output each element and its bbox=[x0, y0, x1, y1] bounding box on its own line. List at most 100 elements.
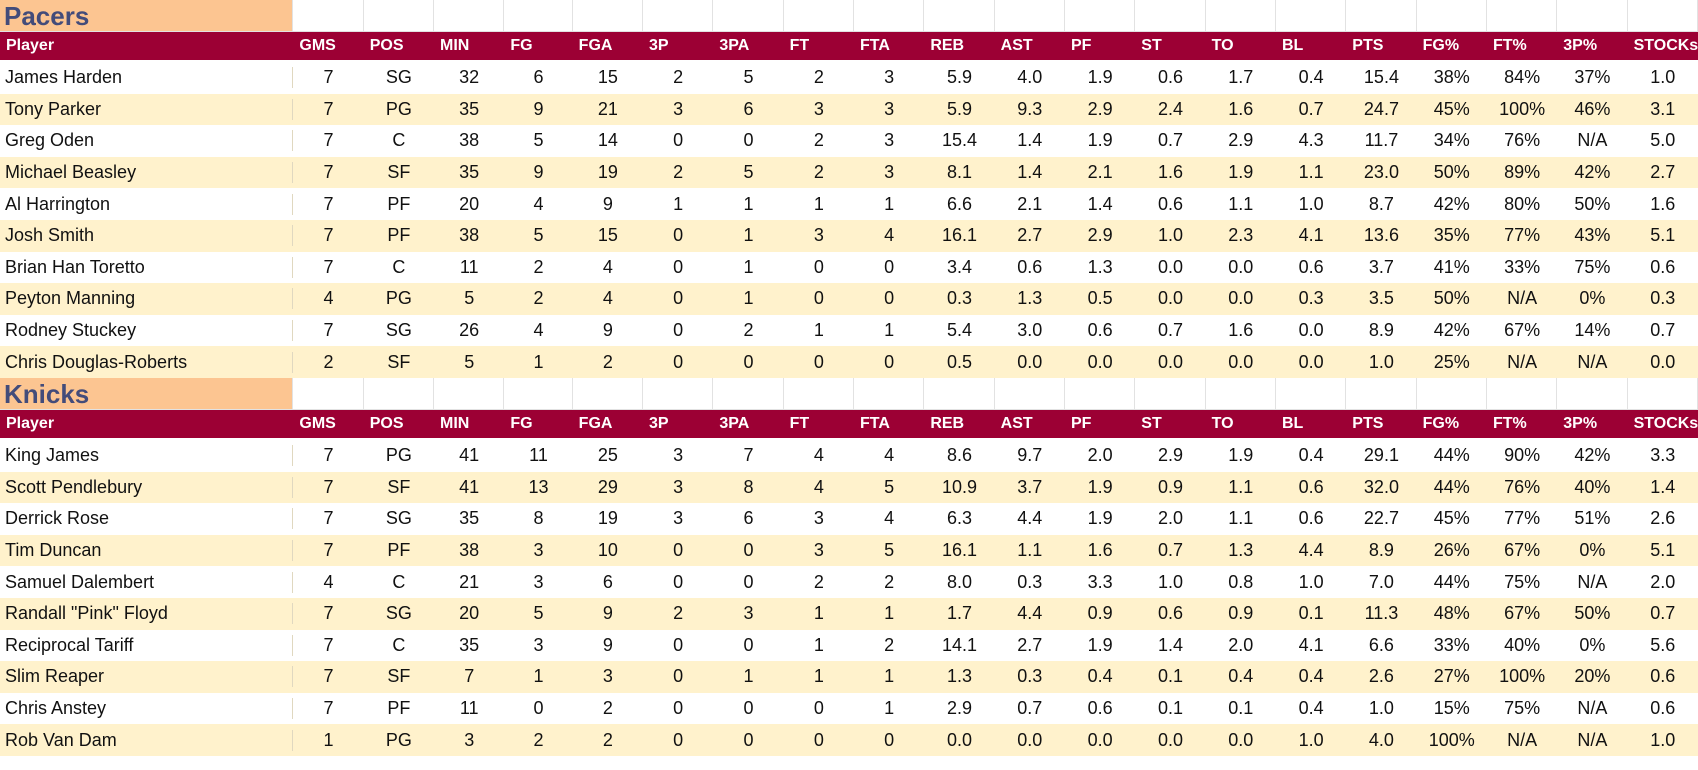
column-header-pts[interactable]: PTS bbox=[1352, 37, 1384, 54]
stat-cell[interactable]: 0 bbox=[533, 697, 544, 718]
stat-cell[interactable]: 1.4 bbox=[1650, 476, 1676, 497]
stat-cell[interactable]: 0 bbox=[743, 130, 754, 151]
stat-cell[interactable]: 3.5 bbox=[1368, 288, 1394, 309]
stat-cell[interactable]: 2 bbox=[884, 571, 895, 592]
stat-cell[interactable]: 7 bbox=[323, 508, 334, 529]
stat-cell[interactable]: 15.4 bbox=[1363, 67, 1399, 88]
stat-cell[interactable]: 0 bbox=[813, 697, 824, 718]
player-name-cell[interactable]: Rob Van Dam bbox=[0, 729, 294, 751]
stat-cell[interactable]: 29.1 bbox=[1363, 445, 1399, 466]
stat-cell[interactable]: SF bbox=[387, 666, 411, 687]
stat-cell[interactable]: SG bbox=[385, 320, 412, 341]
stat-cell[interactable]: 11 bbox=[529, 445, 548, 466]
stat-cell[interactable]: 9.3 bbox=[1017, 98, 1043, 119]
stat-cell[interactable]: PG bbox=[385, 98, 412, 119]
stat-cell[interactable]: 2 bbox=[533, 256, 544, 277]
stat-cell[interactable]: 42% bbox=[1433, 320, 1470, 341]
stat-cell[interactable]: 0.1 bbox=[1157, 666, 1183, 687]
stat-cell[interactable]: 5 bbox=[533, 225, 544, 246]
stat-cell[interactable]: 9 bbox=[602, 320, 613, 341]
team-name[interactable]: Pacers bbox=[0, 0, 294, 32]
stat-cell[interactable]: 26% bbox=[1433, 540, 1470, 561]
stat-cell[interactable]: 1 bbox=[743, 666, 754, 687]
stat-cell[interactable]: 0.0 bbox=[1228, 729, 1254, 750]
stat-cell[interactable]: 1 bbox=[884, 193, 895, 214]
stat-cell[interactable]: 0.7 bbox=[1157, 540, 1183, 561]
stat-cell[interactable]: 4.0 bbox=[1017, 67, 1043, 88]
empty-cell[interactable] bbox=[504, 0, 573, 32]
empty-cell[interactable] bbox=[434, 0, 505, 32]
stat-cell[interactable]: 75% bbox=[1574, 256, 1611, 277]
column-header-min[interactable]: MIN bbox=[440, 414, 470, 432]
stat-cell[interactable]: 0.9 bbox=[1157, 476, 1183, 497]
stat-cell[interactable]: 1 bbox=[813, 666, 824, 687]
column-header-3pa[interactable]: 3PA bbox=[719, 414, 750, 432]
stat-cell[interactable]: 1.4 bbox=[1087, 193, 1113, 214]
stat-cell[interactable]: 7 bbox=[323, 666, 334, 687]
stat-cell[interactable]: 5 bbox=[533, 603, 544, 624]
stat-cell[interactable]: 44% bbox=[1433, 476, 1470, 497]
stat-cell[interactable]: 40% bbox=[1504, 634, 1541, 655]
stat-cell[interactable]: 1.9 bbox=[1228, 445, 1254, 466]
stat-cell[interactable]: 19 bbox=[597, 508, 618, 529]
stat-cell[interactable]: 48% bbox=[1433, 603, 1470, 624]
empty-cell[interactable] bbox=[1064, 0, 1136, 32]
stat-cell[interactable]: 7 bbox=[323, 320, 334, 341]
stat-cell[interactable]: 0.7 bbox=[1298, 98, 1324, 119]
stat-cell[interactable]: 0.4 bbox=[1298, 67, 1324, 88]
player-name-cell[interactable]: Scott Pendlebury bbox=[0, 476, 294, 498]
player-name-cell[interactable]: Slim Reaper bbox=[0, 666, 294, 688]
column-header-fg[interactable]: FG% bbox=[1422, 414, 1460, 432]
empty-cell[interactable] bbox=[1205, 377, 1276, 410]
stat-cell[interactable]: 0 bbox=[884, 729, 895, 750]
stat-cell[interactable]: 0.0 bbox=[1157, 288, 1183, 309]
stat-cell[interactable]: 0.4 bbox=[1298, 697, 1324, 718]
stat-cell[interactable]: 4.1 bbox=[1298, 225, 1324, 246]
stat-cell[interactable]: 5 bbox=[743, 67, 754, 88]
stat-cell[interactable]: 24.7 bbox=[1363, 98, 1399, 119]
stat-cell[interactable]: 1 bbox=[813, 320, 824, 341]
stat-cell[interactable]: 0 bbox=[813, 729, 824, 750]
stat-cell[interactable]: 1.0 bbox=[1650, 67, 1676, 88]
stat-cell[interactable]: 37% bbox=[1574, 67, 1611, 88]
stat-cell[interactable]: 4 bbox=[884, 225, 895, 246]
empty-cell[interactable] bbox=[572, 0, 643, 32]
stat-cell[interactable]: 5 bbox=[464, 351, 475, 372]
stat-cell[interactable]: 1 bbox=[884, 603, 895, 624]
stat-cell[interactable]: 21 bbox=[597, 98, 618, 119]
stat-cell[interactable]: 1 bbox=[743, 256, 754, 277]
stat-cell[interactable]: 14% bbox=[1574, 320, 1611, 341]
stat-cell[interactable]: 8.6 bbox=[946, 445, 972, 466]
stat-cell[interactable]: 0.6 bbox=[1650, 666, 1676, 687]
stat-cell[interactable]: 0.0 bbox=[946, 729, 972, 750]
column-header-pos[interactable]: POS bbox=[369, 414, 404, 432]
stat-cell[interactable]: 5.6 bbox=[1650, 634, 1676, 655]
stat-cell[interactable]: PG bbox=[385, 288, 412, 309]
stat-cell[interactable]: 4.4 bbox=[1017, 508, 1043, 529]
stat-cell[interactable]: 2 bbox=[602, 697, 613, 718]
empty-cell[interactable] bbox=[783, 0, 854, 32]
stat-cell[interactable]: 20% bbox=[1574, 666, 1611, 687]
stat-cell[interactable]: SF bbox=[387, 162, 411, 183]
stat-cell[interactable]: 38 bbox=[459, 540, 480, 561]
stat-cell[interactable]: 3 bbox=[533, 571, 544, 592]
stat-cell[interactable]: 9 bbox=[602, 603, 613, 624]
stat-cell[interactable]: 6.6 bbox=[1368, 634, 1394, 655]
stat-cell[interactable]: 2.9 bbox=[946, 697, 972, 718]
stat-cell[interactable]: 0% bbox=[1579, 634, 1606, 655]
stat-cell[interactable]: 4.0 bbox=[1368, 729, 1394, 750]
stat-cell[interactable]: 7 bbox=[323, 540, 334, 561]
stat-cell[interactable]: 29 bbox=[597, 476, 618, 497]
stat-cell[interactable]: 6.6 bbox=[946, 193, 972, 214]
stat-cell[interactable]: 3 bbox=[673, 476, 684, 497]
stat-cell[interactable]: 2 bbox=[743, 320, 754, 341]
stat-cell[interactable]: 3 bbox=[813, 225, 824, 246]
stat-cell[interactable]: 1.9 bbox=[1087, 634, 1113, 655]
stat-cell[interactable]: 0.6 bbox=[1298, 476, 1324, 497]
stat-cell[interactable]: 4 bbox=[813, 476, 824, 497]
stat-cell[interactable]: 67% bbox=[1504, 603, 1541, 624]
empty-cell[interactable] bbox=[1346, 0, 1417, 32]
player-name-cell[interactable]: Chris Anstey bbox=[0, 697, 294, 719]
stat-cell[interactable]: 15% bbox=[1433, 697, 1470, 718]
stat-cell[interactable]: 77% bbox=[1504, 508, 1541, 529]
